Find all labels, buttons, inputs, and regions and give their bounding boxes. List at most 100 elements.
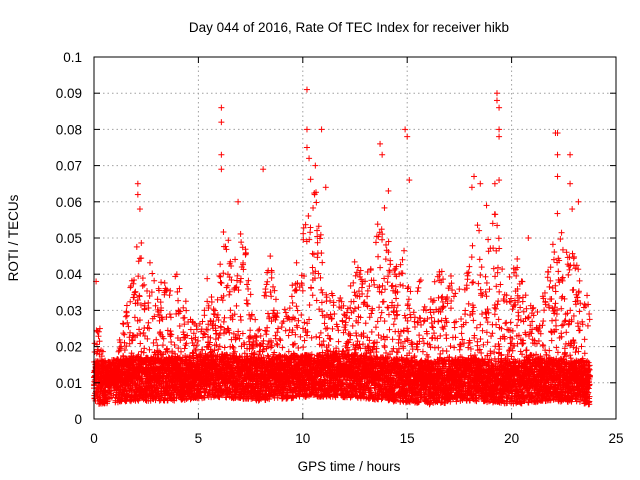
data-point-marker bbox=[272, 296, 279, 303]
data-point-marker bbox=[120, 321, 127, 328]
data-point-marker bbox=[326, 335, 333, 342]
data-point-marker bbox=[204, 298, 211, 305]
data-point-marker bbox=[295, 344, 302, 351]
data-point-marker bbox=[288, 293, 295, 300]
data-point-marker bbox=[270, 307, 277, 314]
data-point-marker bbox=[157, 299, 164, 306]
data-point-marker bbox=[276, 336, 283, 343]
data-point-marker bbox=[317, 329, 324, 336]
data-point-marker bbox=[321, 320, 328, 327]
data-point-marker bbox=[268, 274, 275, 281]
data-point-marker bbox=[352, 292, 359, 299]
data-point-marker bbox=[208, 298, 215, 305]
data-point-marker bbox=[133, 243, 140, 250]
data-point-marker bbox=[267, 289, 274, 296]
data-point-marker bbox=[127, 284, 134, 291]
data-point-marker bbox=[166, 292, 173, 299]
data-point-marker bbox=[115, 348, 122, 355]
data-point-marker bbox=[159, 342, 166, 349]
data-point-marker bbox=[308, 285, 315, 292]
data-point-marker bbox=[313, 333, 320, 340]
data-point-marker bbox=[353, 330, 360, 337]
data-point-marker bbox=[168, 339, 175, 346]
data-point-marker bbox=[175, 345, 182, 352]
data-point-marker bbox=[300, 230, 307, 237]
data-point-marker bbox=[217, 273, 224, 280]
data-point-marker bbox=[318, 286, 325, 293]
data-point-marker bbox=[123, 343, 130, 350]
data-point-marker bbox=[322, 325, 329, 332]
data-point-marker bbox=[233, 302, 240, 309]
data-point-marker bbox=[221, 344, 228, 351]
data-point-marker bbox=[220, 318, 227, 325]
data-point-marker bbox=[201, 312, 208, 319]
data-point-marker bbox=[294, 307, 301, 314]
data-point-marker bbox=[355, 304, 362, 311]
data-point-marker bbox=[124, 319, 131, 326]
data-point-marker bbox=[167, 314, 174, 321]
data-point-marker bbox=[256, 326, 263, 333]
data-point-marker bbox=[121, 347, 128, 354]
data-point-marker bbox=[188, 335, 195, 342]
data-point-marker bbox=[306, 302, 313, 309]
data-point-marker bbox=[230, 344, 237, 351]
data-point-marker bbox=[330, 299, 337, 306]
data-point-marker bbox=[118, 343, 125, 350]
data-point-marker bbox=[123, 302, 130, 309]
data-point-marker bbox=[183, 307, 190, 314]
data-point-marker bbox=[161, 279, 168, 286]
data-point-marker bbox=[141, 281, 148, 288]
data-point-marker bbox=[376, 304, 383, 311]
data-point-marker bbox=[167, 328, 174, 335]
data-point-marker bbox=[247, 327, 254, 334]
data-point-marker bbox=[309, 250, 316, 257]
data-point-marker bbox=[108, 387, 115, 394]
data-point-marker bbox=[282, 327, 289, 334]
data-point-marker bbox=[237, 230, 244, 237]
data-point-marker bbox=[217, 279, 224, 286]
data-point-marker bbox=[117, 339, 124, 346]
data-point-marker bbox=[217, 261, 224, 268]
data-point-marker bbox=[313, 199, 320, 206]
data-point-marker bbox=[335, 338, 342, 345]
data-point-marker bbox=[181, 314, 188, 321]
data-point-marker bbox=[316, 334, 323, 341]
data-point-marker bbox=[149, 270, 156, 277]
data-point-marker bbox=[319, 259, 326, 266]
data-point-marker bbox=[285, 332, 292, 339]
data-point-marker bbox=[141, 345, 148, 352]
data-point-marker bbox=[220, 229, 227, 236]
data-point-marker bbox=[310, 204, 317, 211]
data-point-marker bbox=[300, 344, 307, 351]
data-point-marker bbox=[313, 297, 320, 304]
data-point-marker bbox=[166, 311, 173, 318]
data-point-marker bbox=[151, 277, 158, 284]
data-point-marker bbox=[125, 323, 132, 330]
data-point-marker bbox=[372, 239, 379, 246]
data-point-marker bbox=[226, 291, 233, 298]
data-point-marker bbox=[271, 287, 278, 294]
data-point-marker bbox=[154, 296, 161, 303]
data-point-marker bbox=[307, 224, 314, 231]
data-point-marker bbox=[136, 326, 143, 333]
data-point-marker bbox=[177, 348, 184, 355]
data-point-marker bbox=[175, 297, 182, 304]
data-point-marker bbox=[368, 328, 375, 335]
data-point-marker bbox=[264, 278, 271, 285]
data-point-marker bbox=[362, 320, 369, 327]
data-point-marker bbox=[128, 336, 135, 343]
data-point-marker bbox=[247, 291, 254, 298]
data-point-marker bbox=[309, 264, 316, 271]
data-point-marker bbox=[146, 325, 153, 332]
data-point-marker bbox=[237, 279, 244, 286]
data-point-marker bbox=[139, 282, 146, 289]
data-point-marker bbox=[267, 253, 274, 260]
data-point-marker bbox=[204, 275, 211, 282]
data-point-marker bbox=[305, 212, 312, 219]
data-point-marker bbox=[227, 307, 234, 314]
data-point-marker bbox=[236, 335, 243, 342]
data-point-marker bbox=[257, 332, 264, 339]
data-point-marker bbox=[375, 253, 382, 260]
data-point-marker bbox=[281, 306, 288, 313]
